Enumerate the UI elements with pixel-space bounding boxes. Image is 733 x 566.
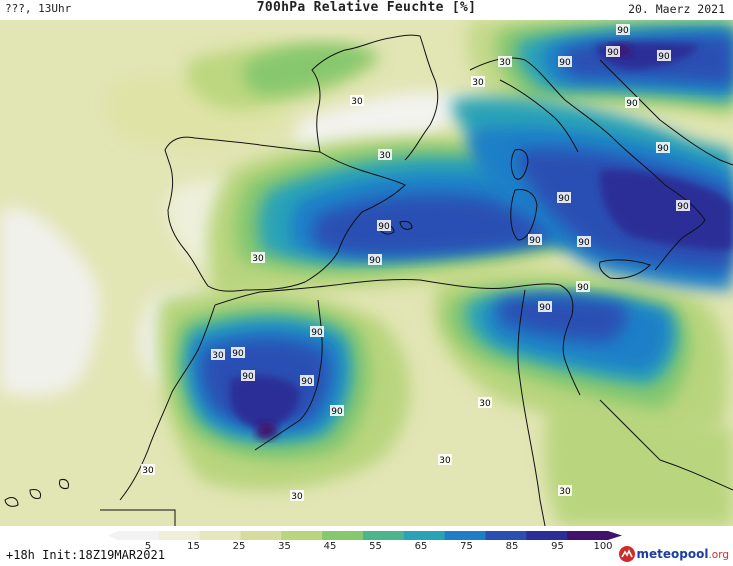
contour-label: 90 [311,328,323,338]
humidity-map: 30 30 30 30 30 30 30 30 30 30 30 90 90 9… [0,20,733,526]
contour-label: 90 [577,283,589,293]
legend-tick-label: 55 [369,541,382,550]
legend-swatch [118,531,160,540]
contour-label: 90 [301,377,313,387]
legend-arrow-left [108,531,118,540]
contour-label: 30 [351,97,363,107]
legend-swatch [567,531,609,540]
meteopool-logo: meteopool.org [618,545,729,563]
contour-label: 90 [558,194,570,204]
contour-label: 30 [379,151,391,161]
contour-label: 90 [539,303,551,313]
contour-labels: 30 30 30 30 30 30 30 30 30 30 30 90 90 9… [141,24,690,502]
logo-tld: .org [708,549,729,561]
legend-swatch [158,531,201,540]
contour-label: 30 [212,351,224,361]
contour-label: 30 [291,492,303,502]
legend-tick-label: 5 [145,541,151,550]
legend-tick-label: 45 [324,541,337,550]
legend-tick-label: 25 [233,541,246,550]
contour-label: 90 [617,26,629,36]
legend-swatch [240,531,282,540]
contour-label: 90 [578,238,590,248]
legend-tick-label: 75 [460,541,473,550]
contour-label: 90 [369,256,381,266]
model-init-label: +18h Init:18Z19MAR2021 [6,548,165,562]
logo-icon [619,546,636,562]
legend-swatch [322,531,364,540]
contour-label: 90 [559,58,571,68]
legend-swatch [363,531,405,540]
legend-swatch [403,531,446,540]
contour-label: 90 [378,222,390,232]
contour-label: 30 [499,58,511,68]
legend-tick-label: 35 [278,541,291,550]
forecast-date: 20. Maerz 2021 [628,2,725,16]
contour-label: 90 [677,202,689,212]
contour-label: 90 [626,99,638,109]
color-legend: 5 15 25 35 45 55 65 75 85 95 100 [108,531,622,550]
map-title: 700hPa Relative Feuchte [%] [256,0,477,15]
contour-label: 90 [657,144,669,154]
contour-label: 30 [439,456,451,466]
footer: 5 15 25 35 45 55 65 75 85 95 100 +18h Init:18Z19MA… [0,526,733,566]
legend-arrow-right [608,531,622,540]
legend-swatch [444,531,486,540]
contour-label: 90 [658,52,670,62]
legend-tick-label: 85 [506,541,519,550]
contour-label: 90 [607,48,619,58]
contour-label: 90 [242,372,254,382]
legend-tick-label: 95 [551,541,564,550]
forecast-time-label: ???, 13Uhr [5,2,72,15]
legend-swatch [526,531,568,540]
contour-label: 90 [232,349,244,359]
legend-tick-label: 15 [187,541,200,550]
contour-label: 30 [252,254,264,264]
humidity-field [0,20,733,526]
legend-swatch [281,531,323,540]
header: ???, 13Uhr 700hPa Relative Feuchte [%] 2… [0,0,733,20]
contour-label: 30 [479,399,491,409]
contour-label: 90 [331,407,343,417]
legend-tick-label: 100 [593,541,612,550]
logo-name: meteopool [636,547,709,561]
contour-label: 90 [529,236,541,246]
contour-label: 30 [559,487,571,497]
legend-tick-label: 65 [415,541,428,550]
legend-swatch [485,531,527,540]
contour-label: 30 [472,78,484,88]
logo-text: meteopool.org [636,547,729,561]
legend-swatch [199,531,241,540]
contour-label: 30 [142,466,154,476]
